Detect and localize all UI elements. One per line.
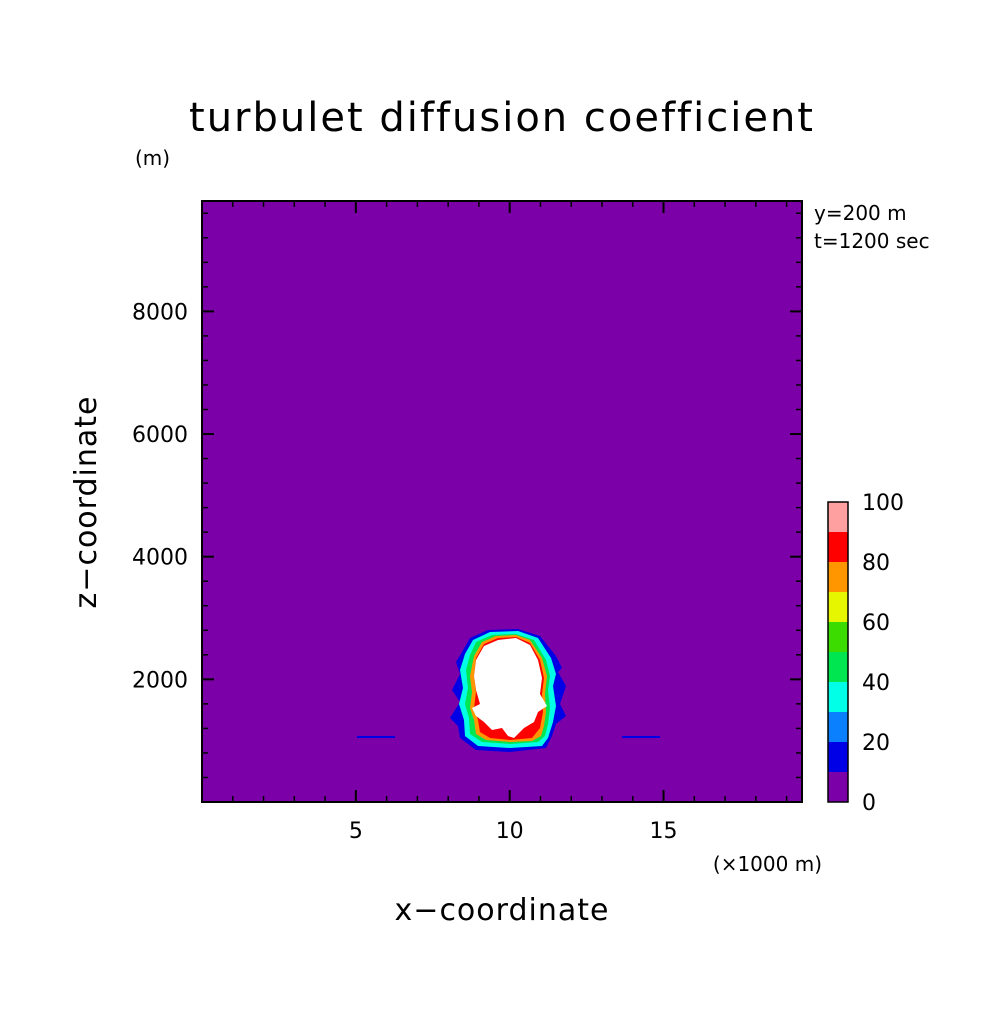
colorbar-swatch (828, 712, 848, 742)
colorbar-tick-label: 20 (862, 731, 890, 756)
info-line-y: y=200 m (814, 201, 907, 225)
plot-frame (201, 200, 803, 803)
contour-field (357, 629, 660, 752)
y-axis-title: z−coordinate (69, 396, 104, 609)
colorbar-swatch (828, 622, 848, 652)
colorbar-tick-label: 0 (862, 791, 876, 816)
x-ticks: 5 10 15 (349, 201, 678, 844)
colorbar-swatch (828, 682, 848, 712)
y-tick-label: 8000 (132, 300, 188, 325)
y-tick-label: 2000 (132, 668, 188, 693)
colorbar-swatch (828, 652, 848, 682)
colorbar-tick-label: 60 (862, 611, 890, 636)
x-unit-label: (×1000 m) (713, 852, 822, 876)
colorbar-frame (827, 501, 849, 803)
x-tick-label: 15 (650, 819, 678, 844)
x-tick-label: 5 (349, 819, 363, 844)
colorbar-tick-label: 80 (862, 551, 890, 576)
colorbar-swatch (828, 532, 848, 562)
y-unit-label: (m) (135, 146, 170, 170)
y-tick-label: 6000 (132, 423, 188, 448)
colorbar-swatch (828, 562, 848, 592)
y-ticks: 2000 4000 6000 8000 (132, 300, 802, 693)
x-axis-title: x−coordinate (395, 893, 610, 928)
colorbar-swatch (828, 502, 848, 532)
saturated-core (472, 638, 547, 738)
plot-area: 5 10 15 2000 4000 6000 8000 (132, 200, 803, 844)
colorbar: 0 20 40 60 80 100 (827, 491, 904, 816)
x-tick-label: 10 (496, 819, 524, 844)
chart-title: turbulet diffusion coefficient (189, 95, 815, 141)
colorbar-tick-label: 40 (862, 671, 890, 696)
colorbar-swatch (828, 742, 848, 772)
colorbar-swatch (828, 592, 848, 622)
info-line-t: t=1200 sec (814, 229, 930, 253)
y-tick-label: 4000 (132, 546, 188, 571)
colorbar-swatch (828, 772, 848, 802)
colorbar-tick-label: 100 (862, 491, 904, 516)
